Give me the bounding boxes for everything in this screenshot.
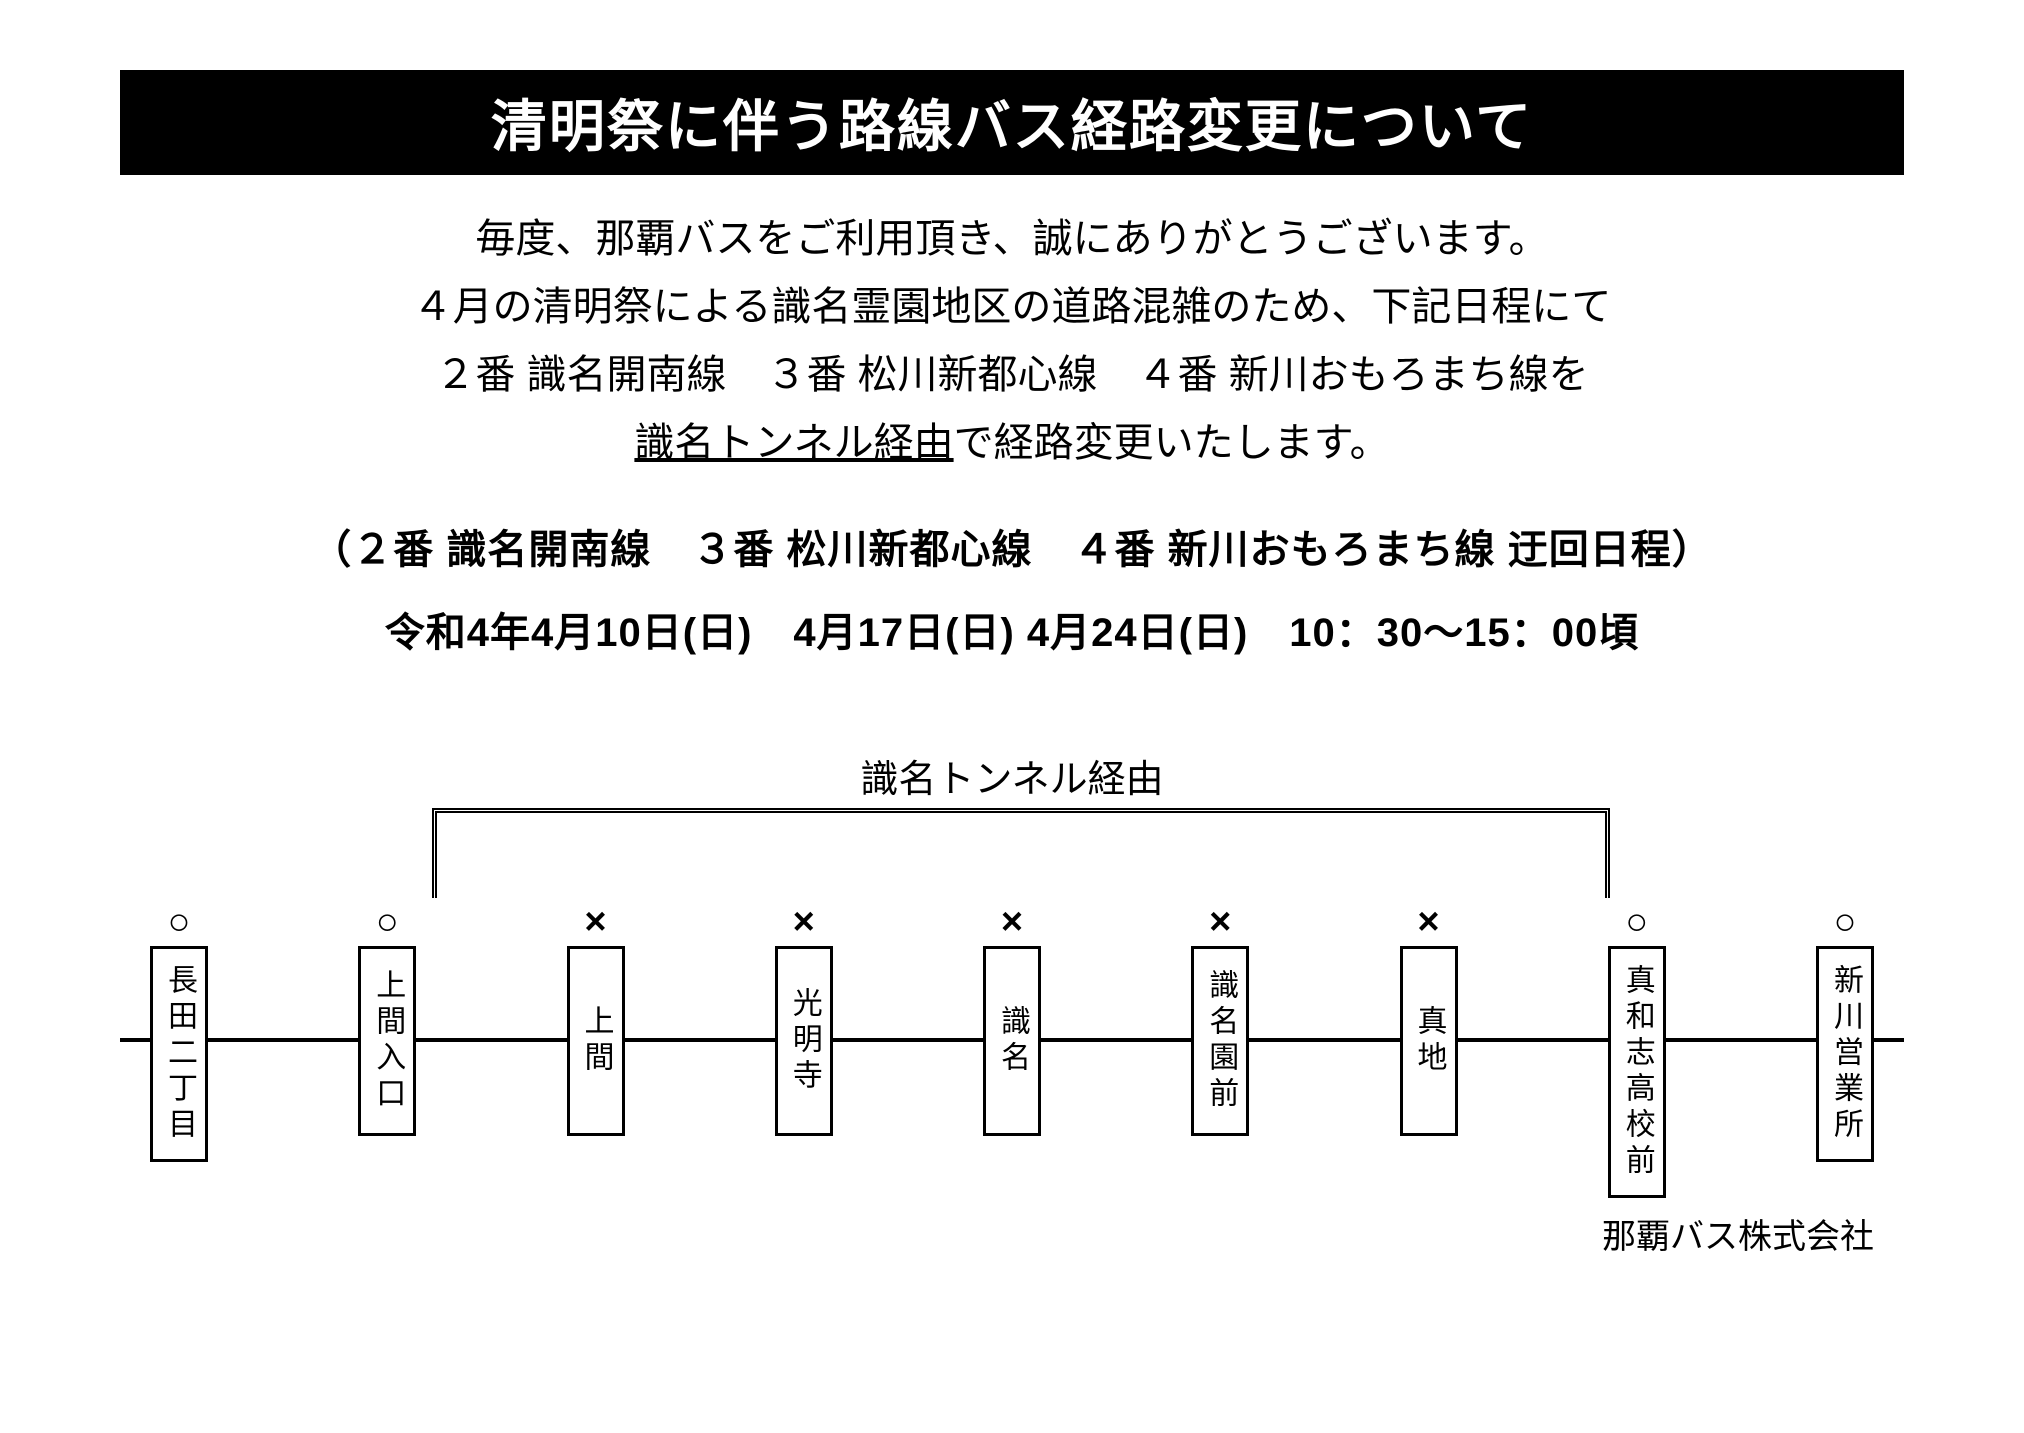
schedule-header: （２番 識名開南線 ３番 松川新都心線 ４番 新川おもろまち線 迂回日程） [120,517,1904,575]
stop-box: 光明寺 [775,946,833,1136]
stop-box: 長田二丁目 [150,946,208,1162]
stop-name-label: 光明寺 [789,987,819,1095]
stop-box: 上間入口 [358,946,416,1136]
intro-text: 毎度、那覇バスをご利用頂き、誠にありがとうございます。 ４月の清明祭による識名霊… [120,205,1904,477]
bus-stop: × 光明寺 [775,898,833,1136]
stop-box: 識名園前 [1191,946,1249,1136]
stop-marker-skip-icon: × [1001,898,1023,946]
stop-marker-ok-icon: ○ [1834,898,1857,946]
bus-stop: × 上間 [567,898,625,1136]
route-diagram: 識名トンネル経由 ○ 長田二丁目 ○ 上間入口 × 上間 × 光明寺 × 識名 × 識名園前 × 真地 ○ 真… [120,748,1904,1228]
stop-name-label: 上間 [581,1005,611,1077]
stop-name-label: 真和志高校前 [1622,964,1652,1180]
stop-name-label: 識名園前 [1205,969,1235,1113]
detour-bracket [432,808,1609,898]
stop-name-label: 真地 [1414,1005,1444,1077]
intro-line-4-underlined: 識名トンネル経由 [634,421,953,465]
stop-box: 上間 [567,946,625,1136]
stop-marker-skip-icon: × [793,898,815,946]
intro-line-4-rest: で経路変更いたします。 [954,421,1390,465]
intro-line-4: 識名トンネル経由で経路変更いたします。 [120,409,1904,477]
stop-box: 新川営業所 [1816,946,1874,1162]
stop-box: 識名 [983,946,1041,1136]
stop-marker-skip-icon: × [1209,898,1231,946]
intro-line-3: ２番 識名開南線 ３番 松川新都心線 ４番 新川おもろまち線を [120,341,1904,409]
stop-marker-ok-icon: ○ [168,898,191,946]
bus-stop: ○ 長田二丁目 [150,898,208,1162]
stop-name-label: 上間入口 [372,969,402,1113]
bus-stop: ○ 上間入口 [358,898,416,1136]
detour-label: 識名トンネル経由 [860,748,1163,803]
stop-name-label: 識名 [997,1005,1027,1077]
bus-stop: ○ 新川営業所 [1816,898,1874,1162]
bus-stop: × 識名園前 [1191,898,1249,1136]
bus-stop: ○ 真和志高校前 [1608,898,1666,1198]
schedule-dates: 令和4年4月10日(日) 4月17日(日) 4月24日(日) 10：30～15：… [120,600,1904,658]
stop-marker-ok-icon: ○ [1625,898,1648,946]
company-name: 那覇バス株式会社 [1602,1209,1874,1258]
page-title: 清明祭に伴う路線バス経路変更について [120,70,1904,175]
stop-name-label: 長田二丁目 [164,964,194,1144]
intro-line-2: ４月の清明祭による識名霊園地区の道路混雑のため、下記日程にて [120,273,1904,341]
bus-stop: × 真地 [1400,898,1458,1136]
stops-row: ○ 長田二丁目 ○ 上間入口 × 上間 × 光明寺 × 識名 × 識名園前 × 真地 ○ 真和志高校前 ○ 新川営… [120,898,1904,1198]
stop-name-label: 新川営業所 [1830,964,1860,1144]
stop-marker-ok-icon: ○ [376,898,399,946]
stop-marker-skip-icon: × [1417,898,1439,946]
stop-box: 真地 [1400,946,1458,1136]
intro-line-1: 毎度、那覇バスをご利用頂き、誠にありがとうございます。 [120,205,1904,273]
bus-stop: × 識名 [983,898,1041,1136]
stop-marker-skip-icon: × [584,898,606,946]
stop-box: 真和志高校前 [1608,946,1666,1198]
